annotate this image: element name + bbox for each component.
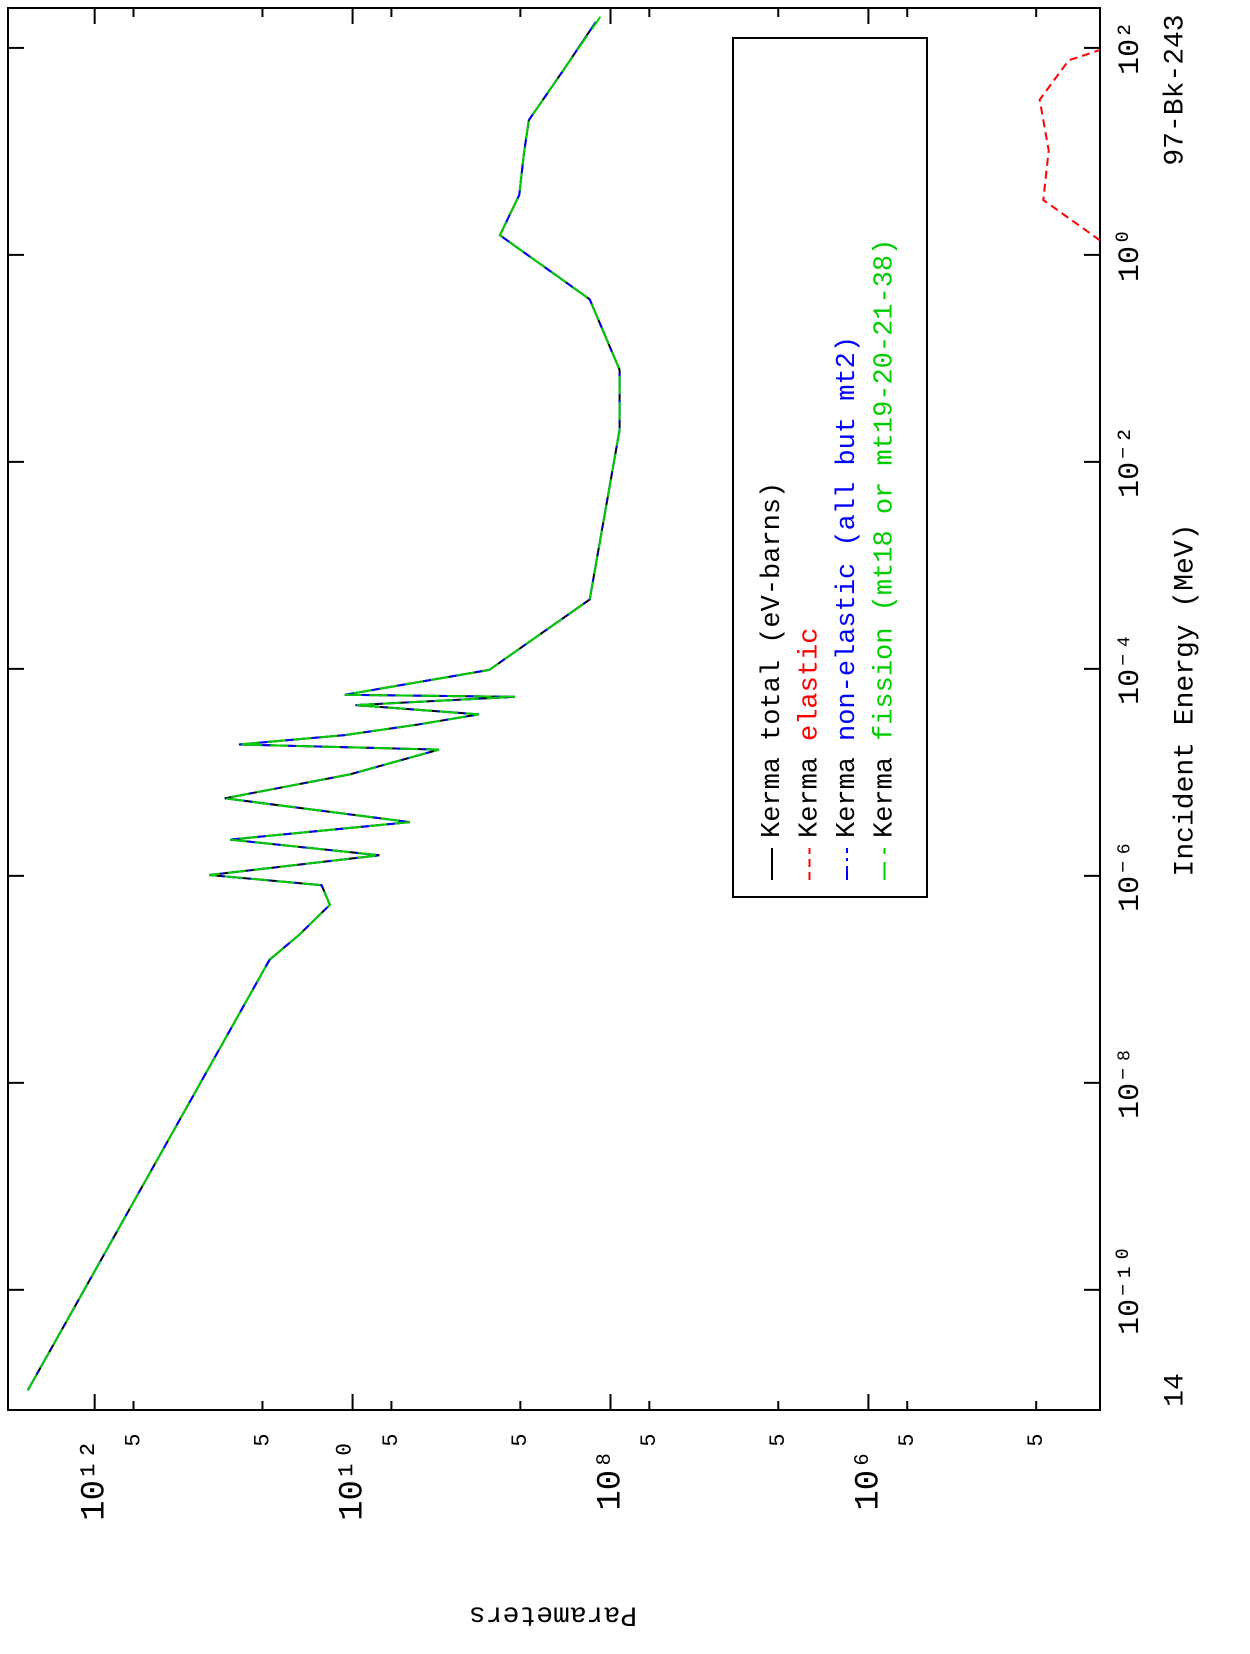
y-tick-label: 5: [895, 1433, 920, 1446]
tag-label: 97-Bk-243: [1160, 14, 1191, 165]
legend-prefix: Kerma: [758, 757, 788, 838]
y-tick-label: 10⁶: [850, 1449, 888, 1510]
legend-entry: Kerma elastic: [796, 628, 826, 838]
series-line: [26, 21, 621, 1391]
legend-entry: Kerma fission (mt18 or mt19-20-21-38): [871, 239, 901, 838]
y-tick-label: 5: [508, 1433, 533, 1446]
legend-prefix: Kerma: [871, 757, 901, 838]
x-tick-label: 10⁻⁴: [1114, 633, 1148, 705]
y-tick-label: 5: [766, 1433, 791, 1446]
x-tick-label: 10⁰: [1114, 228, 1148, 282]
y-tick-label: 10⁸: [592, 1449, 630, 1510]
x-tick-label: 10²: [1114, 21, 1148, 75]
y-tick-label: 10¹⁰: [335, 1439, 373, 1521]
legend-entry: Kerma non-elastic (all but mt2): [833, 336, 863, 838]
plot-frame: [7, 7, 1101, 1411]
legend-name: fission (mt18 or mt19-20-21-38): [871, 239, 901, 741]
series-line: [1038, 49, 1101, 242]
legend-entry: Kerma total (eV-barns): [758, 482, 788, 838]
y-tick-label: 5: [250, 1433, 275, 1446]
legend-prefix: Kerma: [833, 757, 863, 838]
legend-box: [732, 37, 928, 898]
series-line: [26, 21, 621, 1391]
y-tick-label: 5: [1024, 1433, 1049, 1446]
y-tick-label: 10¹²: [77, 1439, 115, 1521]
x-tick-label: 10⁻²: [1114, 426, 1148, 498]
x-axis-label: Incident Energy (MeV): [1170, 524, 1201, 877]
legend-name: total (eV-barns): [758, 482, 788, 741]
x-tick-label: 10⁻¹⁰: [1114, 1245, 1148, 1335]
x-tick-label: 10⁻⁸: [1114, 1047, 1148, 1119]
legend-name: elastic: [796, 628, 826, 741]
legend-prefix: Kerma: [796, 757, 826, 838]
corner-label: 14: [1160, 1373, 1191, 1407]
y-tick-label: 5: [379, 1433, 404, 1446]
legend-name: non-elastic (all but mt2): [833, 336, 863, 741]
series-line: [26, 16, 621, 1391]
y-tick-label: 5: [121, 1433, 146, 1446]
x-tick-label: 10⁻⁶: [1114, 840, 1148, 912]
y-tick-label: 5: [637, 1433, 662, 1446]
y-axis-label: Parameters: [469, 1599, 637, 1630]
